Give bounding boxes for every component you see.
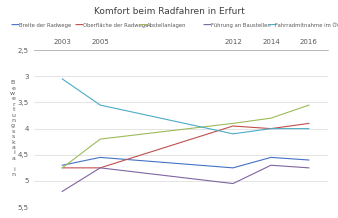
Text: Führung an Baustellen: Führung an Baustellen — [211, 23, 271, 27]
Text: —: — — [267, 20, 275, 30]
Text: Abstellanlagen: Abstellanlagen — [147, 23, 187, 27]
Text: —: — — [74, 20, 83, 30]
Text: Komfort beim Radfahren in Erfurt: Komfort beim Radfahren in Erfurt — [94, 7, 244, 15]
Text: Oberfläche der Radwege: Oberfläche der Radwege — [83, 23, 148, 27]
Text: —: — — [139, 20, 147, 30]
Text: —: — — [10, 20, 19, 30]
Text: Fahrradmitnahme im ÖV: Fahrradmitnahme im ÖV — [275, 23, 338, 27]
Text: Breite der Radwege: Breite der Radwege — [19, 23, 71, 27]
Text: —: — — [203, 20, 211, 30]
Y-axis label: B
e
w
e
r
t
u
n
g
s
s
k
a
l
a
 
i
n: B e w e r t u n g s s k a l a i n — [10, 80, 15, 177]
